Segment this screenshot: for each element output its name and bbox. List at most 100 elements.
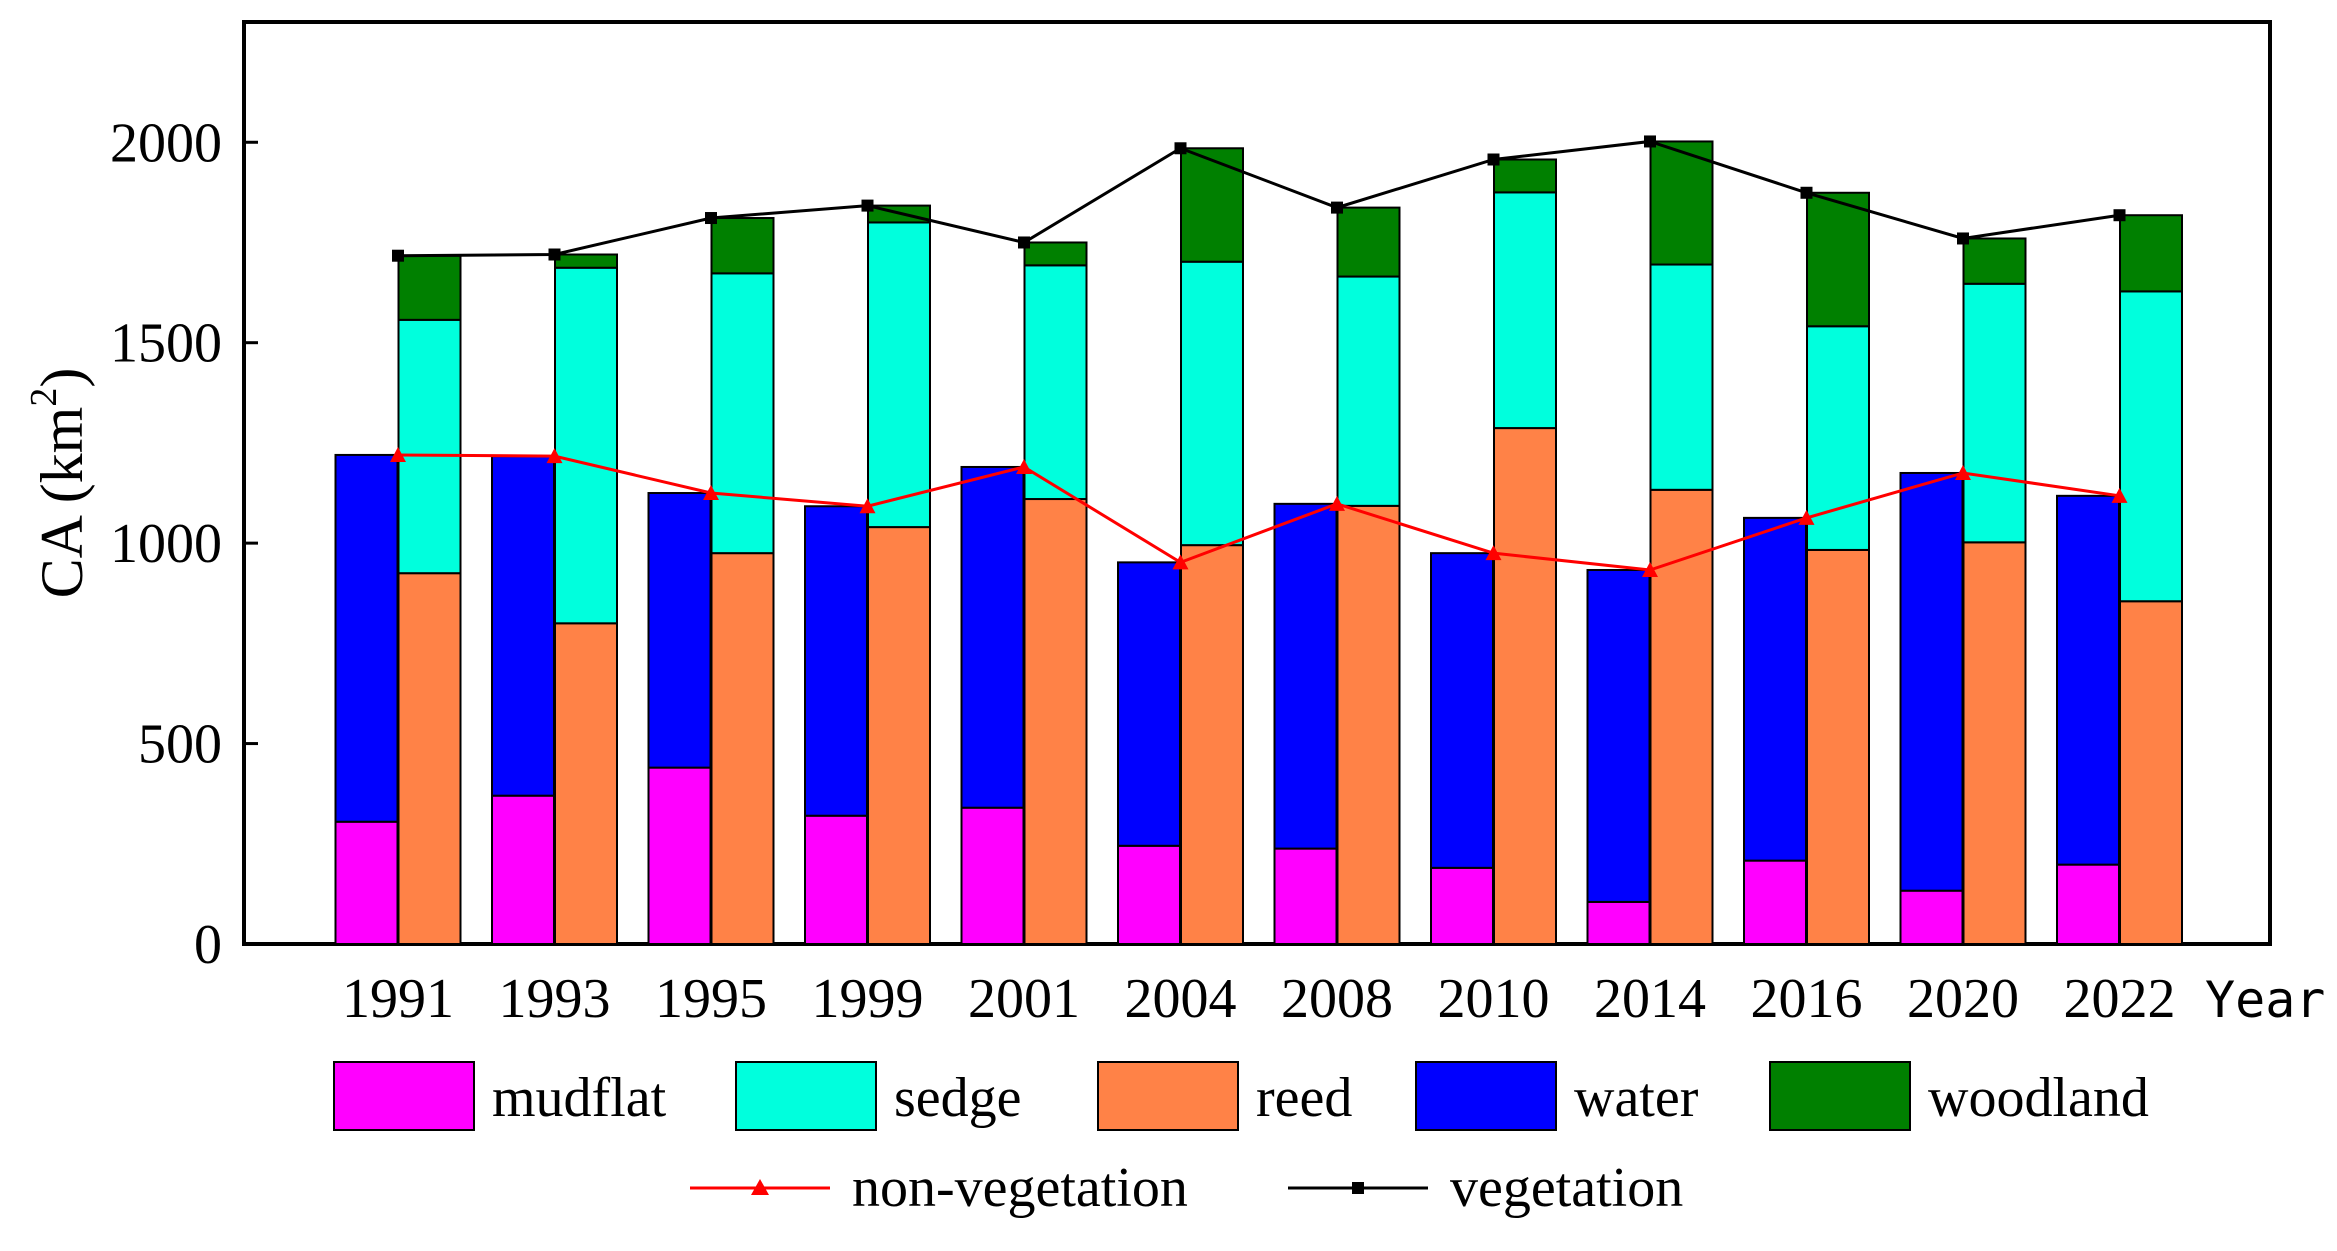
- bar-reed-2022: [2119, 600, 2183, 945]
- bars-layer: [334, 140, 2183, 946]
- legend-marker-non-vegetation: [751, 1179, 769, 1195]
- y-tick-label-1500: 1500: [110, 313, 222, 375]
- x-axis-title: Year: [2205, 971, 2325, 1029]
- point-non-vegetation-1999: [859, 498, 876, 514]
- point-non-vegetation-1995: [703, 485, 719, 501]
- bar-mudflat-2004: [1117, 844, 1181, 945]
- x-tick-label-2014: 2014: [1594, 968, 1706, 1030]
- point-vegetation-2010: [1487, 153, 1500, 166]
- bar-reed-2020: [1962, 541, 2027, 945]
- point-vegetation-2020: [1957, 232, 1969, 245]
- bar-water-1991: [334, 453, 399, 823]
- legend-swatch-woodland: [1769, 1061, 1911, 1131]
- point-non-vegetation-2022: [2111, 487, 2128, 503]
- bar-sedge-1995: [710, 272, 775, 555]
- lines-layer: [390, 135, 2128, 577]
- y-axis-title-main: CA (km: [29, 407, 95, 599]
- bar-sedge-1999: [867, 221, 931, 529]
- bar-mudflat-2022: [2056, 863, 2120, 945]
- bar-sedge-2008: [1336, 275, 1401, 507]
- bar-woodland-1995: [710, 217, 775, 275]
- x-tick-label-2001: 2001: [968, 968, 1080, 1030]
- point-non-vegetation-2004: [1172, 554, 1189, 570]
- x-tick-label-2022: 2022: [2064, 968, 2176, 1030]
- bar-water-1993: [491, 455, 555, 797]
- bar-reed-2001: [1023, 498, 1088, 945]
- bar-woodland-2004: [1180, 147, 1244, 263]
- bar-woodland-2010: [1493, 158, 1557, 194]
- bar-reed-2010: [1493, 427, 1557, 945]
- bar-sedge-1991: [397, 318, 462, 575]
- point-non-vegetation-2016: [1798, 509, 1815, 525]
- legend-label-non-vegetation: non-vegetation: [852, 1157, 1188, 1219]
- y-axis-title: CA (km2): [23, 368, 95, 599]
- point-vegetation-1991: [392, 249, 404, 262]
- bar-mudflat-2010: [1430, 866, 1494, 945]
- point-non-vegetation-2014: [1642, 561, 1658, 577]
- legend: mudflat sedge reed water woodland non-vegetat…: [333, 1061, 2149, 1219]
- legend-marker-vegetation: [1352, 1182, 1364, 1194]
- legend-label-woodland: woodland: [1928, 1067, 2149, 1129]
- legend-label-sedge: sedge: [894, 1067, 1022, 1129]
- y-axis-title-suffix: ): [29, 368, 95, 388]
- x-tick-label-2004: 2004: [1125, 968, 1237, 1030]
- y-tick-label-2000: 2000: [110, 112, 222, 174]
- bar-woodland-2016: [1806, 191, 1870, 328]
- point-vegetation-1995: [705, 212, 717, 225]
- bar-mudflat-2001: [960, 806, 1025, 945]
- bar-woodland-2022: [2119, 214, 2183, 293]
- bar-sedge-2001: [1023, 264, 1088, 501]
- bar-woodland-2008: [1336, 206, 1401, 278]
- bar-woodland-2001: [1023, 241, 1088, 267]
- bar-woodland-2020: [1962, 237, 2027, 285]
- point-non-vegetation-1991: [390, 446, 406, 462]
- bar-woodland-2014: [1649, 140, 1714, 266]
- bar-sedge-2020: [1962, 282, 2027, 544]
- legend-label-water: water: [1574, 1067, 1699, 1129]
- point-vegetation-2014: [1644, 135, 1656, 148]
- bar-water-2001: [960, 465, 1025, 809]
- legend-label-reed: reed: [1256, 1067, 1352, 1129]
- bar-reed-2004: [1180, 544, 1244, 945]
- x-tick-label-1999: 1999: [812, 968, 924, 1030]
- bar-reed-1995: [710, 552, 775, 945]
- bar-reed-1991: [397, 572, 462, 946]
- bar-mudflat-1999: [804, 814, 868, 945]
- x-tick-label-2008: 2008: [1281, 968, 1393, 1030]
- point-vegetation-2001: [1018, 236, 1030, 249]
- legend-swatch-sedge: [735, 1061, 877, 1131]
- bar-mudflat-1995: [647, 766, 712, 945]
- bar-mudflat-2008: [1273, 847, 1338, 945]
- point-non-vegetation-2020: [1955, 464, 1971, 480]
- y-tick-label-0: 0: [194, 914, 222, 976]
- x-tick-label-1993: 1993: [499, 968, 611, 1030]
- x-tick-label-1995: 1995: [655, 968, 767, 1030]
- point-vegetation-2008: [1331, 201, 1343, 214]
- x-tick-label-2010: 2010: [1438, 968, 1550, 1030]
- bar-mudflat-2016: [1743, 859, 1807, 946]
- bar-sedge-2010: [1493, 191, 1557, 430]
- point-vegetation-1999: [861, 199, 874, 212]
- x-tick-label-2016: 2016: [1751, 968, 1863, 1030]
- bar-woodland-1991: [397, 254, 462, 321]
- bar-water-2014: [1586, 568, 1651, 903]
- bar-mudflat-2020: [1899, 889, 1964, 945]
- point-vegetation-1993: [548, 248, 561, 261]
- bar-reed-2016: [1806, 548, 1870, 945]
- point-non-vegetation-2008: [1329, 495, 1345, 511]
- point-vegetation-2022: [2113, 209, 2126, 222]
- legend-label-vegetation: vegetation: [1450, 1157, 1683, 1219]
- axes-layer: 0 500 1000 1500 2000 1991 1993 1995 1999 2001 2004…: [110, 112, 2176, 1030]
- legend-label-mudflat: mudflat: [492, 1067, 667, 1129]
- point-non-vegetation-2010: [1485, 545, 1502, 561]
- point-non-vegetation-1993: [546, 448, 563, 464]
- bar-water-2008: [1273, 502, 1338, 850]
- point-non-vegetation-2001: [1016, 458, 1032, 474]
- point-vegetation-2004: [1174, 142, 1187, 155]
- x-tick-label-2020: 2020: [1907, 968, 2019, 1030]
- legend-swatch-mudflat: [333, 1061, 475, 1131]
- bar-water-2004: [1117, 561, 1181, 847]
- bar-water-2016: [1743, 516, 1807, 862]
